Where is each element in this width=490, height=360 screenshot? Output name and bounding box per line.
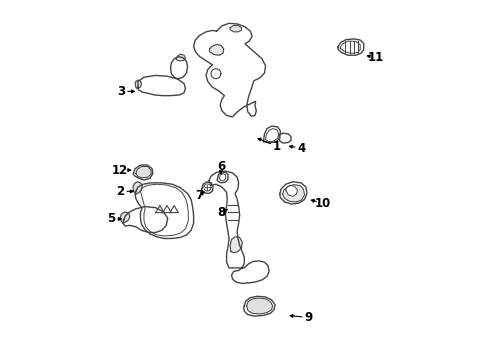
Text: 4: 4 [297, 141, 306, 154]
Polygon shape [133, 165, 153, 180]
Polygon shape [210, 45, 224, 55]
Polygon shape [138, 76, 185, 96]
Polygon shape [171, 57, 188, 79]
Polygon shape [264, 126, 280, 143]
Text: 9: 9 [305, 311, 313, 324]
Polygon shape [120, 212, 130, 223]
Polygon shape [136, 167, 151, 178]
Polygon shape [209, 171, 269, 283]
Polygon shape [244, 296, 275, 316]
Polygon shape [194, 23, 266, 117]
Text: 2: 2 [116, 185, 124, 198]
Polygon shape [280, 182, 307, 204]
Polygon shape [279, 133, 291, 143]
Text: 8: 8 [217, 206, 225, 219]
Polygon shape [133, 182, 142, 194]
Polygon shape [218, 172, 228, 183]
Polygon shape [338, 39, 364, 55]
Polygon shape [230, 26, 242, 32]
Polygon shape [283, 185, 305, 202]
Text: 6: 6 [217, 160, 225, 173]
Text: 10: 10 [315, 197, 331, 210]
Text: 5: 5 [107, 212, 115, 225]
Polygon shape [220, 174, 226, 181]
Text: 7: 7 [195, 189, 203, 202]
Polygon shape [247, 298, 272, 314]
Polygon shape [123, 207, 168, 233]
Text: 11: 11 [368, 51, 384, 64]
Polygon shape [286, 185, 297, 196]
Polygon shape [176, 54, 185, 61]
Polygon shape [202, 182, 213, 193]
Polygon shape [230, 237, 242, 253]
Text: 3: 3 [117, 85, 125, 98]
Text: 1: 1 [273, 140, 281, 153]
Polygon shape [135, 183, 194, 238]
Text: 12: 12 [112, 163, 128, 176]
Polygon shape [135, 80, 142, 89]
